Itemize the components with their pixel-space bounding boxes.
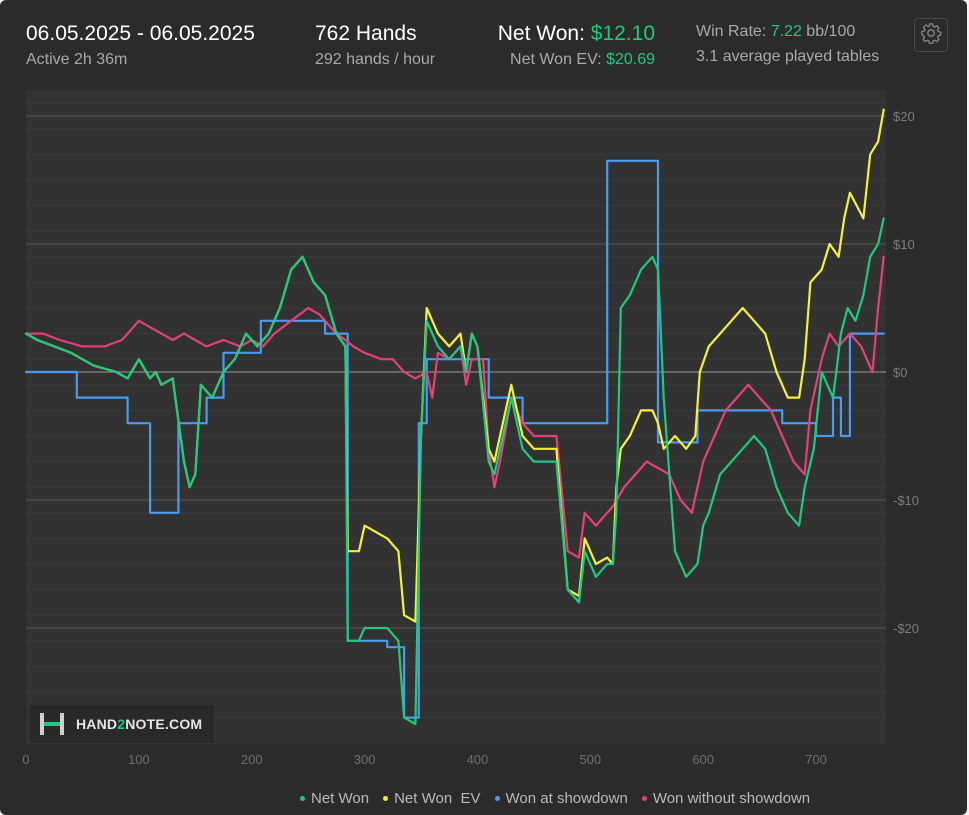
win-rate-unit: bb/100 (806, 23, 856, 40)
x-tick-label: 500 (579, 752, 601, 767)
date-range: 06.05.2025 - 06.05.2025 (26, 22, 255, 45)
legend-label: Net Won EV (394, 790, 481, 807)
active-time: Active 2h 36m (26, 51, 128, 68)
y-tick-label: $0 (893, 365, 907, 380)
legend-dot (641, 796, 647, 801)
legend-dot (300, 796, 305, 801)
x-tick-label: 700 (805, 752, 827, 767)
net-won-ev-value: $20.69 (606, 51, 655, 68)
x-tick-label: 0 (22, 752, 29, 767)
legend-item-won-without-showdown[interactable]: Won without showdown (641, 790, 811, 807)
hand2note-logo: HAND2NOTE.COM (30, 705, 214, 743)
avg-tables: 3.1 average played tables (696, 48, 880, 65)
hands-count: 762 Hands (315, 22, 417, 45)
settings-button[interactable] (914, 18, 948, 52)
win-rate-value: 7.22 (770, 23, 802, 40)
x-tick-label: 200 (241, 752, 263, 767)
y-tick-label: $10 (893, 237, 915, 252)
x-tick-label: 400 (467, 752, 489, 767)
y-tick-label: -$20 (893, 621, 919, 636)
net-won-ev-label: Net Won EV: (510, 51, 602, 68)
chart-legend: Net Won Net Won EV Won at showdown Won w… (300, 790, 810, 807)
legend-item-won-at-showdown[interactable]: Won at showdown (494, 790, 628, 807)
plot-area (26, 90, 886, 742)
y-tick-label: $20 (893, 109, 915, 124)
legend-label: Won at showdown (505, 790, 628, 807)
net-won: Net Won: $12.10 (498, 22, 655, 46)
x-tick-label: 300 (354, 752, 376, 767)
win-rate-label: Win Rate: (696, 23, 767, 40)
legend-dot (494, 796, 500, 801)
y-tick-label: -$10 (893, 493, 919, 508)
win-rate: Win Rate: 7.22 bb/100 (696, 23, 855, 41)
legend-item-net-won-ev[interactable]: Net Won EV (383, 790, 481, 807)
net-won-label: Net Won: (497, 22, 585, 45)
net-won-ev: Net Won EV: $20.69 (510, 51, 655, 69)
x-tick-label: 600 (692, 752, 714, 767)
series-line-net-won-ev (24, 108, 885, 623)
series-line-net-won (24, 217, 885, 726)
legend-dot (383, 796, 389, 801)
logo-icon (40, 713, 64, 735)
gear-icon (920, 22, 942, 49)
logo-text: HAND2NOTE.COM (76, 716, 203, 732)
legend-item-net-won[interactable]: Net Won (300, 790, 369, 807)
net-won-value: $12.10 (590, 22, 655, 45)
hands-per-hour: 292 hands / hour (315, 51, 436, 68)
legend-label: Won without showdown (652, 790, 811, 807)
x-tick-label: 100 (128, 752, 150, 767)
legend-label: Net Won (311, 790, 370, 807)
